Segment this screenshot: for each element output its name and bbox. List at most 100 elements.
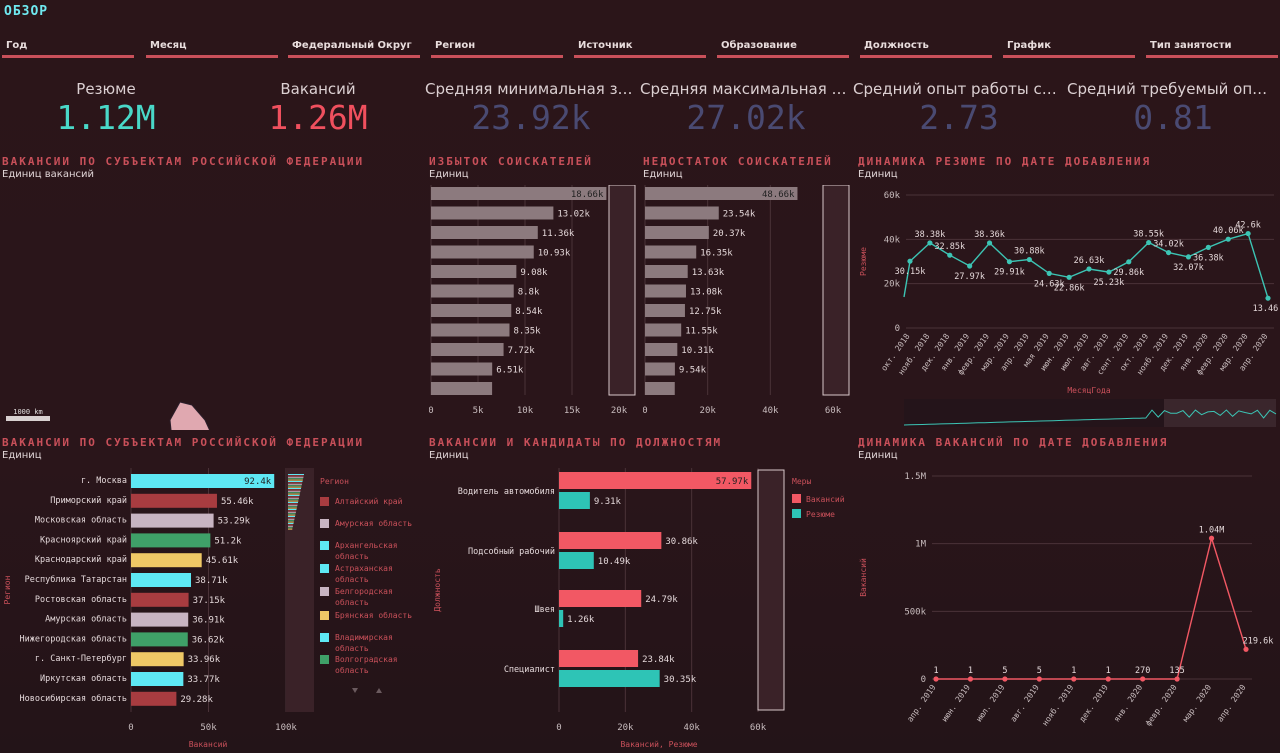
surplus-bar-4[interactable] — [431, 265, 517, 278]
map-region-center[interactable] — [169, 401, 260, 430]
filter-9[interactable]: Тип занятости — [1146, 36, 1278, 58]
resume_trend-point-16[interactable] — [1225, 236, 1231, 242]
resume_trend-point-4[interactable] — [986, 240, 993, 246]
deficit-bar-9[interactable] — [645, 362, 675, 376]
legend-scroll-down-icon[interactable] — [352, 688, 358, 693]
vacancy_trend-point-5[interactable] — [1105, 676, 1111, 682]
vacancy_trend-point-1[interactable] — [967, 676, 974, 682]
resume_trend-point-3[interactable] — [967, 263, 973, 269]
surplus-bar-6[interactable] — [431, 304, 512, 317]
resume_trend-point-2[interactable] — [947, 252, 953, 258]
vacancy_trend-point-9[interactable] — [1243, 646, 1249, 652]
positions-bar-0-2[interactable] — [559, 590, 642, 607]
positions-bar-0-1[interactable] — [559, 532, 662, 549]
resume_trend-point-7[interactable] — [1046, 270, 1052, 277]
deficit-bar-4[interactable] — [645, 265, 688, 278]
regions-category-5: Республика Татарстан — [25, 574, 127, 585]
deficit-bar-0[interactable] — [645, 187, 798, 200]
resume_trend-point-5[interactable] — [1006, 259, 1013, 265]
surplus-bar-5[interactable] — [431, 284, 514, 298]
regions-legend-item-1[interactable]: Амурская область — [320, 518, 412, 528]
vacancy_trend-point-8[interactable] — [1208, 535, 1215, 541]
regions-bar-8[interactable] — [131, 632, 188, 647]
surplus-bar-0[interactable] — [431, 187, 607, 200]
resume_trend-point-14[interactable] — [1185, 254, 1192, 260]
regions-bar-3[interactable] — [131, 533, 211, 548]
regions-legend-item-0[interactable]: Алтайский край — [320, 497, 403, 506]
resume_trend-point-11[interactable] — [1126, 259, 1132, 265]
positions-legend-item-0[interactable]: Вакансий — [792, 494, 845, 504]
surplus-bar-7[interactable] — [431, 323, 510, 337]
deficit-bar-8[interactable] — [645, 343, 678, 356]
vacancy_trend-point-3[interactable] — [1036, 676, 1042, 682]
resume_trend-point-18[interactable] — [1265, 295, 1271, 301]
positions-bar-0-3[interactable] — [559, 650, 639, 667]
surplus-bar-2[interactable] — [431, 226, 538, 239]
deficit-bar-1[interactable] — [645, 206, 719, 220]
positions-bar-0-0[interactable] — [559, 472, 752, 489]
vacancy_trend-point-4[interactable] — [1071, 676, 1077, 682]
regions-bar-2[interactable] — [131, 513, 214, 528]
filter-6[interactable]: Образование — [717, 36, 849, 58]
deficit-scrollbar[interactable] — [822, 185, 850, 396]
positions-bar-1-3[interactable] — [559, 670, 660, 687]
filter-3[interactable]: Федеральный Округ — [288, 36, 420, 58]
resume_trend-point-13[interactable] — [1165, 249, 1172, 256]
deficit-bar-7[interactable] — [645, 323, 682, 337]
resume_trend-point-0[interactable] — [907, 258, 913, 264]
resume_trend-point-8[interactable] — [1066, 274, 1072, 280]
positions-bar-1-0[interactable] — [559, 492, 590, 509]
regions-bar-1[interactable] — [131, 493, 217, 508]
deficit-bar-2[interactable] — [645, 226, 709, 239]
resume_trend-point-6[interactable] — [1026, 256, 1032, 263]
surplus-bar-10[interactable] — [431, 382, 493, 395]
regions-legend-item-5[interactable]: Брянская область — [320, 610, 412, 620]
resume_trend-point-1[interactable] — [927, 240, 933, 246]
vacancy_trend-point-7[interactable] — [1174, 676, 1180, 682]
legend-scroll-up-icon[interactable] — [376, 688, 382, 693]
filter-7[interactable]: Должность — [860, 36, 992, 58]
positions-legend-item-1[interactable]: Резюме — [792, 509, 835, 519]
regions-bar-5[interactable] — [131, 573, 192, 587]
deficit-bar-3[interactable] — [645, 245, 697, 259]
surplus-bar-3[interactable] — [431, 245, 534, 259]
filter-1[interactable]: Год — [2, 36, 134, 58]
vacancy_trend-point-0[interactable] — [933, 676, 939, 682]
filter-2[interactable]: Месяц — [146, 36, 278, 58]
filter-4[interactable]: Регион — [431, 36, 563, 58]
regions-scrollbar[interactable] — [286, 468, 314, 712]
regions-bar-10[interactable] — [131, 672, 184, 686]
regions-bar-11[interactable] — [131, 691, 177, 706]
surplus-scrollbar[interactable] — [608, 185, 636, 396]
regions-bar-0[interactable] — [131, 474, 275, 488]
surplus-bar-9[interactable] — [431, 362, 493, 376]
regions-bar-9[interactable] — [131, 652, 184, 667]
positions-bar-1-2[interactable] — [559, 610, 564, 627]
surplus-bar-8[interactable] — [431, 343, 504, 356]
vacancy_trend-point-2[interactable] — [1002, 676, 1008, 682]
resume-trend-navigator[interactable] — [903, 399, 1277, 427]
deficit-bar-5[interactable] — [645, 284, 686, 298]
resume_trend-point-17[interactable] — [1245, 230, 1251, 237]
filter-5[interactable]: Источник — [574, 36, 706, 58]
deficit-bar-10[interactable] — [645, 382, 675, 395]
russia-map[interactable]: 1000 km — [0, 180, 420, 430]
regions-bar-7[interactable] — [131, 612, 189, 627]
surplus-bar-1[interactable] — [431, 206, 554, 220]
positions-bar-1-1[interactable] — [559, 552, 594, 569]
regions-bar-6[interactable] — [131, 592, 189, 607]
resume_trend-point-9[interactable] — [1086, 266, 1092, 272]
positions-scrollbar[interactable] — [757, 469, 785, 711]
resume_trend-point-12[interactable] — [1146, 239, 1152, 246]
regions-bar-4[interactable] — [131, 553, 202, 568]
resume_trend-point-15[interactable] — [1205, 244, 1211, 250]
resume_trend-point-10[interactable] — [1106, 269, 1112, 275]
deficit-bar-6[interactable] — [645, 304, 685, 317]
vacancy_trend-point-6[interactable] — [1140, 676, 1146, 682]
filter-8[interactable]: График — [1003, 36, 1135, 58]
